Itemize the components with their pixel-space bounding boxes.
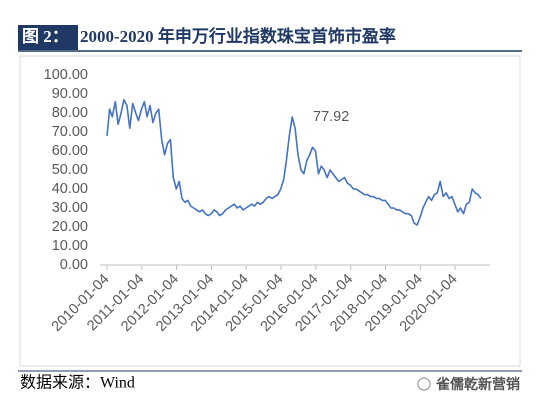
- y-tick-label: 80.00: [52, 105, 88, 121]
- y-tick-label: 60.00: [52, 143, 88, 159]
- annotation: 77.92: [313, 109, 349, 125]
- y-tick-label: 70.00: [52, 124, 88, 140]
- y-tick-label: 90.00: [52, 86, 88, 102]
- source: 数据来源：Wind: [20, 374, 135, 392]
- y-tick-label: 50.00: [52, 162, 88, 178]
- chart-frame: [19, 55, 521, 367]
- y-tick-label: 40.00: [52, 181, 88, 197]
- title-badge: [18, 25, 78, 50]
- y-tick-label: 100.00: [44, 67, 88, 83]
- watermark: 雀儒乾新营销: [435, 376, 520, 393]
- y-tick-label: 30.00: [52, 200, 88, 216]
- y-tick-label: 20.00: [52, 219, 88, 235]
- y-tick-label: 10.00: [52, 238, 88, 254]
- chart-title: 2000-2020 年申万行业指数珠宝首饰市盈率: [80, 26, 396, 46]
- y-tick-label: 0.00: [60, 257, 88, 273]
- watermark-icon: [417, 377, 431, 391]
- title-label: 图 2：: [22, 27, 69, 46]
- line: [106, 98, 482, 226]
